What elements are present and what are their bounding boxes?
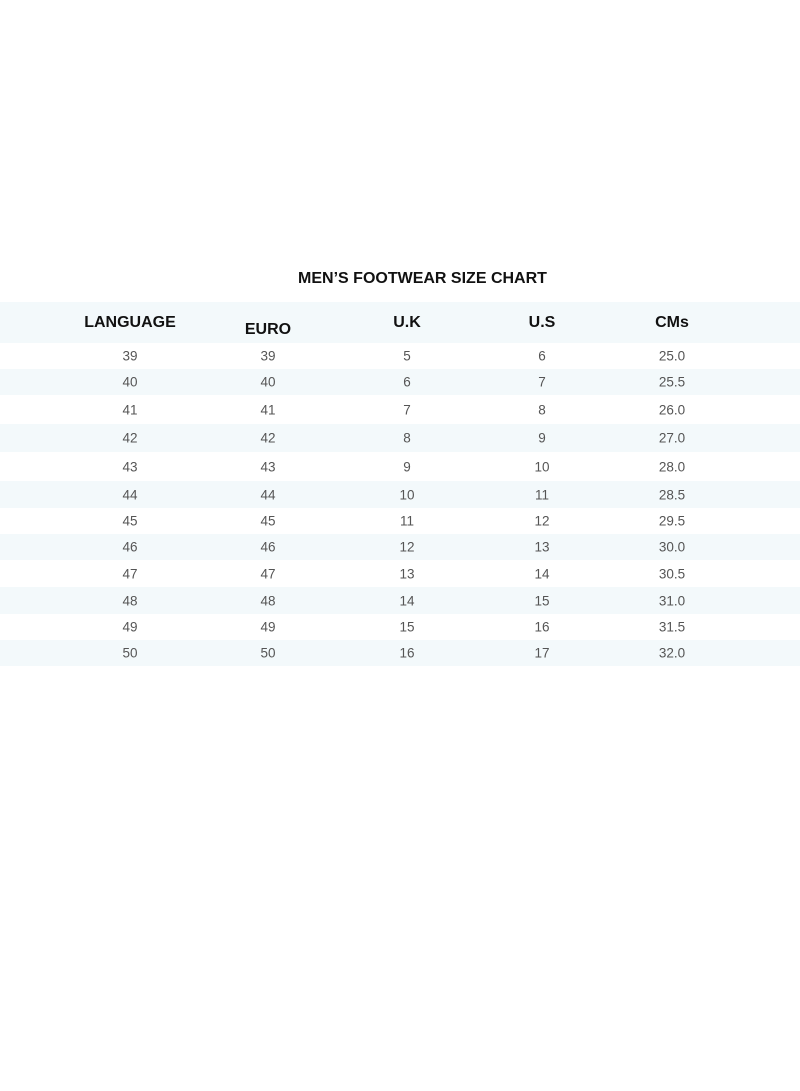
page-title: MEN’S FOOTWEAR SIZE CHART xyxy=(298,270,547,287)
table-cell: 7 xyxy=(403,402,411,417)
table-cell: 28.0 xyxy=(658,459,686,474)
table-cell: 48 xyxy=(122,593,138,608)
table-cell: 5 xyxy=(403,348,411,364)
table-cell: 16 xyxy=(534,619,550,635)
table-cell: 40 xyxy=(260,374,276,390)
table-cell: 27.0 xyxy=(658,430,686,446)
table-cell: 13 xyxy=(399,566,415,581)
table-cell: 14 xyxy=(399,593,415,608)
table-cell: 8 xyxy=(538,402,546,417)
table-cell: 28.5 xyxy=(658,487,686,502)
column-header-language: LANGUAGE xyxy=(84,314,176,331)
table-cell: 15 xyxy=(534,593,550,608)
table-cell: 40 xyxy=(122,374,138,390)
table-cell: 46 xyxy=(122,539,138,555)
table-cell: 7 xyxy=(538,374,546,390)
table-row: 46 46 12 13 30.0 xyxy=(0,534,800,560)
table-cell: 31.5 xyxy=(658,619,686,635)
table-cell: 11 xyxy=(534,487,550,502)
table-cell: 10 xyxy=(399,487,415,502)
table-cell: 9 xyxy=(538,430,546,446)
table-cell: 49 xyxy=(260,619,276,635)
table-cell: 41 xyxy=(122,402,138,417)
table-cell: 43 xyxy=(122,459,138,474)
table-cell: 41 xyxy=(260,402,276,417)
table-cell: 39 xyxy=(122,348,138,364)
table-row: 42 42 8 9 27.0 xyxy=(0,424,800,452)
table-row: 40 40 6 7 25.5 xyxy=(0,369,800,395)
size-chart-table: LANGUAGE EURO U.K U.S CMs 39 39 5 6 25.0 40 40… xyxy=(0,302,800,666)
table-cell: 45 xyxy=(260,513,276,529)
table-cell: 29.5 xyxy=(658,513,686,529)
table-cell: 42 xyxy=(260,430,276,446)
table-cell: 30.5 xyxy=(658,566,686,581)
column-header-cms: CMs xyxy=(655,314,689,331)
table-cell: 32.0 xyxy=(658,645,686,661)
table-row: 50 50 16 17 32.0 xyxy=(0,640,800,666)
column-header-uk: U.K xyxy=(393,314,421,331)
table-cell: 12 xyxy=(534,513,550,529)
table-cell: 39 xyxy=(260,348,276,364)
table-row: 43 43 9 10 28.0 xyxy=(0,452,800,481)
table-cell: 6 xyxy=(538,348,546,364)
table-row: 48 48 14 15 31.0 xyxy=(0,587,800,614)
table-cell: 6 xyxy=(403,374,411,390)
table-row: 45 45 11 12 29.5 xyxy=(0,508,800,534)
table-cell: 43 xyxy=(260,459,276,474)
table-cell: 9 xyxy=(403,459,411,474)
table-row: 44 44 10 11 28.5 xyxy=(0,481,800,508)
table-cell: 12 xyxy=(399,539,415,555)
table-cell: 16 xyxy=(399,645,415,661)
table-body: 39 39 5 6 25.0 40 40 6 7 25.5 41 41 7 8 26.0 42 42 8 9 27.0… xyxy=(0,343,800,666)
table-cell: 44 xyxy=(122,487,138,502)
table-cell: 14 xyxy=(534,566,550,581)
table-cell: 50 xyxy=(260,645,276,661)
table-cell: 15 xyxy=(399,619,415,635)
table-cell: 13 xyxy=(534,539,550,555)
column-header-us: U.S xyxy=(528,314,556,331)
table-cell: 30.0 xyxy=(658,539,686,555)
table-cell: 42 xyxy=(122,430,138,446)
table-cell: 46 xyxy=(260,539,276,555)
table-cell: 49 xyxy=(122,619,138,635)
table-cell: 26.0 xyxy=(658,402,686,417)
table-cell: 8 xyxy=(403,430,411,446)
table-cell: 47 xyxy=(122,566,138,581)
column-header-euro: EURO xyxy=(244,321,292,338)
table-cell: 47 xyxy=(260,566,276,581)
table-cell: 48 xyxy=(260,593,276,608)
table-cell: 50 xyxy=(122,645,138,661)
table-cell: 25.5 xyxy=(658,374,686,390)
table-row: 47 47 13 14 30.5 xyxy=(0,560,800,587)
table-cell: 25.0 xyxy=(658,348,686,364)
table-row: 41 41 7 8 26.0 xyxy=(0,395,800,424)
table-cell: 44 xyxy=(260,487,276,502)
table-cell: 11 xyxy=(399,513,415,529)
table-cell: 10 xyxy=(534,459,550,474)
table-cell: 45 xyxy=(122,513,138,529)
table-header: LANGUAGE EURO U.K U.S CMs xyxy=(0,302,800,343)
table-row: 39 39 5 6 25.0 xyxy=(0,343,800,369)
table-cell: 17 xyxy=(534,645,550,661)
table-row: 49 49 15 16 31.5 xyxy=(0,614,800,640)
table-cell: 31.0 xyxy=(658,593,686,608)
